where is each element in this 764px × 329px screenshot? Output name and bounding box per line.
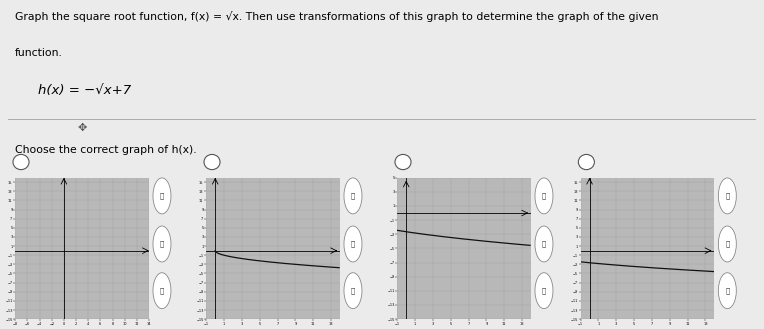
Text: 🔍: 🔍 bbox=[160, 192, 164, 199]
Text: 🔎: 🔎 bbox=[542, 241, 546, 247]
Circle shape bbox=[578, 154, 594, 170]
Text: ✥: ✥ bbox=[78, 123, 87, 133]
Text: function.: function. bbox=[15, 48, 63, 59]
Text: ⧉: ⧉ bbox=[725, 287, 730, 294]
Text: ⧉: ⧉ bbox=[542, 287, 546, 294]
Circle shape bbox=[535, 273, 553, 309]
Circle shape bbox=[153, 273, 171, 309]
Circle shape bbox=[395, 154, 411, 170]
Text: ⧉: ⧉ bbox=[160, 287, 164, 294]
Text: 🔍: 🔍 bbox=[725, 192, 730, 199]
Circle shape bbox=[153, 226, 171, 262]
Text: 🔍: 🔍 bbox=[542, 192, 546, 199]
Text: 🔎: 🔎 bbox=[351, 241, 355, 247]
Text: 🔍: 🔍 bbox=[351, 192, 355, 199]
Circle shape bbox=[344, 178, 362, 214]
Circle shape bbox=[344, 226, 362, 262]
Text: Graph the square root function, f(x) = √x. Then use transformations of this grap: Graph the square root function, f(x) = √… bbox=[15, 12, 659, 22]
Circle shape bbox=[535, 178, 553, 214]
Circle shape bbox=[718, 178, 736, 214]
Text: 🔎: 🔎 bbox=[725, 241, 730, 247]
Text: Choose the correct graph of h(x).: Choose the correct graph of h(x). bbox=[15, 145, 197, 155]
Circle shape bbox=[535, 226, 553, 262]
Circle shape bbox=[344, 273, 362, 309]
Circle shape bbox=[13, 154, 29, 170]
Text: h(x) = −√x+7: h(x) = −√x+7 bbox=[37, 84, 131, 97]
Circle shape bbox=[204, 154, 220, 170]
Text: 🔎: 🔎 bbox=[160, 241, 164, 247]
Text: ⧉: ⧉ bbox=[351, 287, 355, 294]
Circle shape bbox=[718, 226, 736, 262]
Circle shape bbox=[153, 178, 171, 214]
Circle shape bbox=[718, 273, 736, 309]
